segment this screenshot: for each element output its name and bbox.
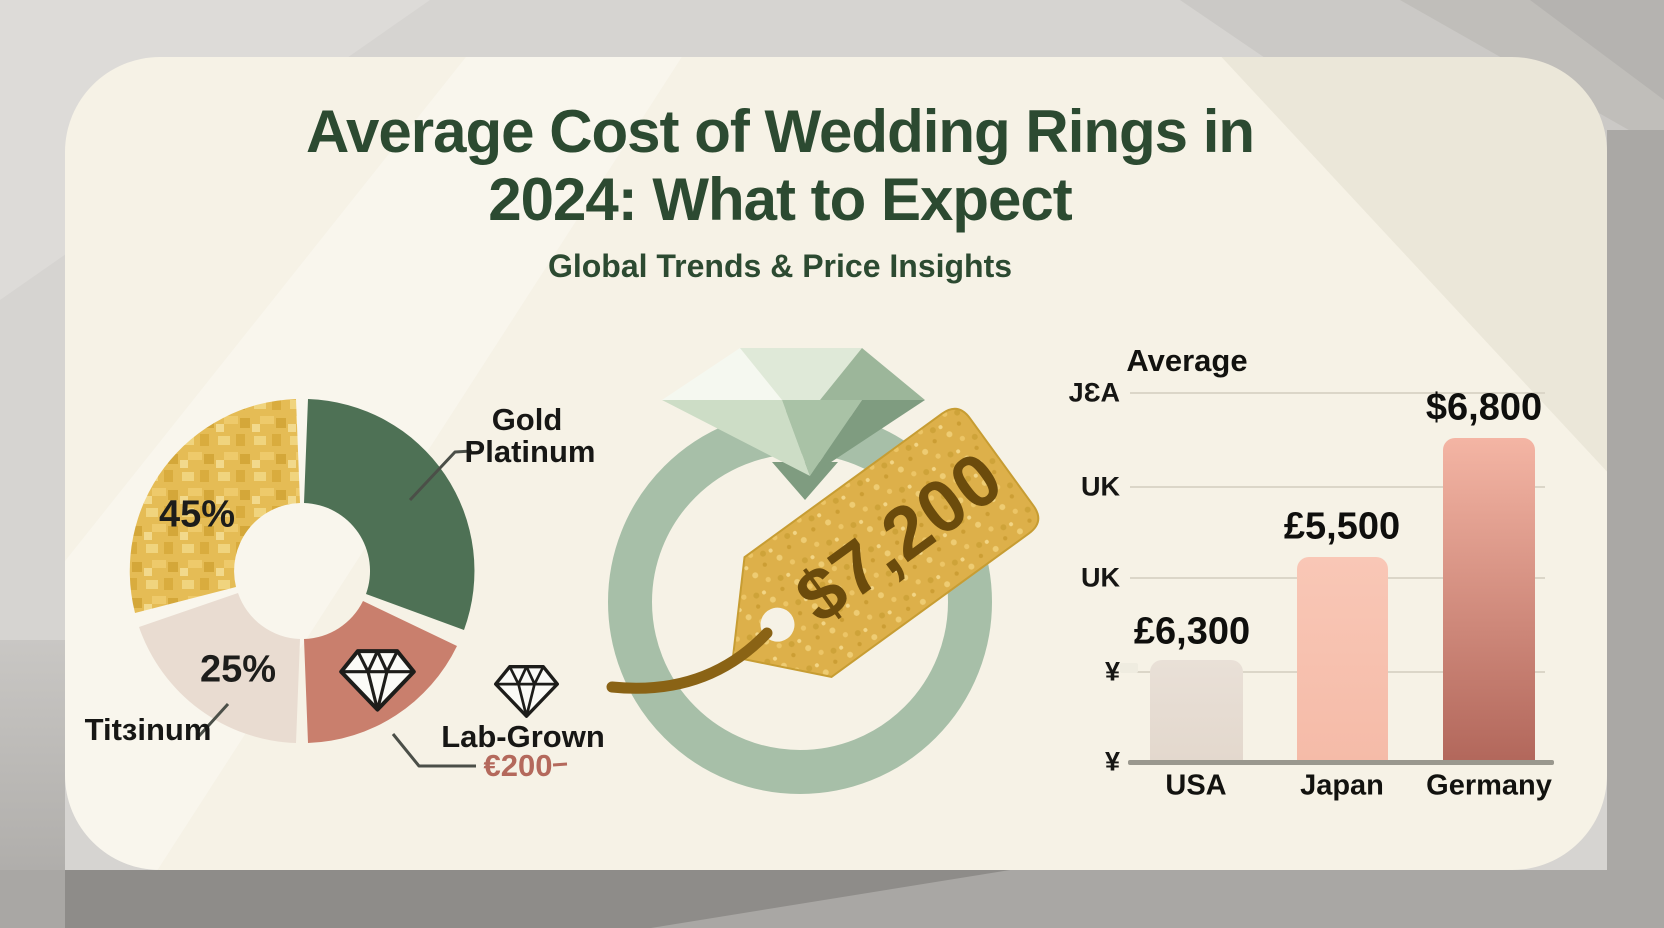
callout-line-platinum (408, 449, 473, 502)
x-axis-label-japan: Japan (1300, 769, 1384, 802)
bar-value-germany: $6,800 (1425, 386, 1543, 429)
axis-tick-mark (1120, 663, 1138, 673)
price-dash (552, 762, 568, 767)
ring-setting (772, 462, 838, 500)
header: Average Cost of Wedding Rings in 2024: W… (65, 98, 1495, 284)
gridline (1130, 486, 1545, 488)
y-axis-label-5: ¥ (1104, 746, 1120, 777)
bar-value-usa: £6,300 (1133, 610, 1251, 653)
y-axis-label-3: UK (1081, 562, 1120, 593)
gridline (1130, 392, 1545, 394)
page-subtitle: Global Trends & Price Insights (547, 248, 1013, 284)
background-left-strip (0, 640, 65, 870)
bar-chart-title: Average (1126, 343, 1248, 378)
y-axis-label-1: JƐA (1068, 377, 1120, 408)
y-axis-label-4: ¥ (1104, 656, 1120, 687)
x-axis-line (1128, 760, 1554, 765)
page-title-line-1: Average Cost of Wedding Rings in (305, 98, 1255, 165)
callout-line-labgrown (391, 733, 476, 768)
bar-germany (1443, 438, 1535, 762)
bar-japan (1297, 557, 1388, 762)
donut-label-gold: Gold (491, 402, 563, 437)
donut-segment-gold (129, 399, 300, 613)
diamond-icon-labgrown (494, 665, 559, 718)
ring-diamond (662, 348, 925, 476)
y-axis-label-2: UK (1081, 471, 1120, 502)
bar-value-japan: £5,500 (1283, 505, 1401, 548)
price-tag-body (731, 407, 1040, 678)
ring-illustration: $7,200 (606, 348, 1040, 794)
donut-chart (129, 399, 568, 768)
bar-usa (1150, 660, 1243, 762)
donut-segment-platinum (304, 399, 475, 630)
donut-segment-titanium (139, 593, 300, 743)
page-title-line-2: 2024: What to Expect (488, 166, 1073, 233)
donut-label-platinum: Platinum (464, 434, 596, 469)
price-tag-string (606, 627, 773, 694)
donut-percent-gold: 45% (158, 493, 236, 536)
donut-percent-titanium: 25% (199, 648, 277, 691)
donut-price-labgrown: €200 (483, 748, 553, 783)
background-right-strip (1607, 130, 1664, 870)
donut-label-labgrown: Lab-Grown (441, 719, 605, 754)
x-axis-label-usa: USA (1165, 769, 1227, 802)
donut-label-titanium: Titɜinum (84, 712, 212, 747)
x-axis-label-germany: Germany (1426, 769, 1552, 802)
callout-line-titanium (197, 702, 230, 738)
